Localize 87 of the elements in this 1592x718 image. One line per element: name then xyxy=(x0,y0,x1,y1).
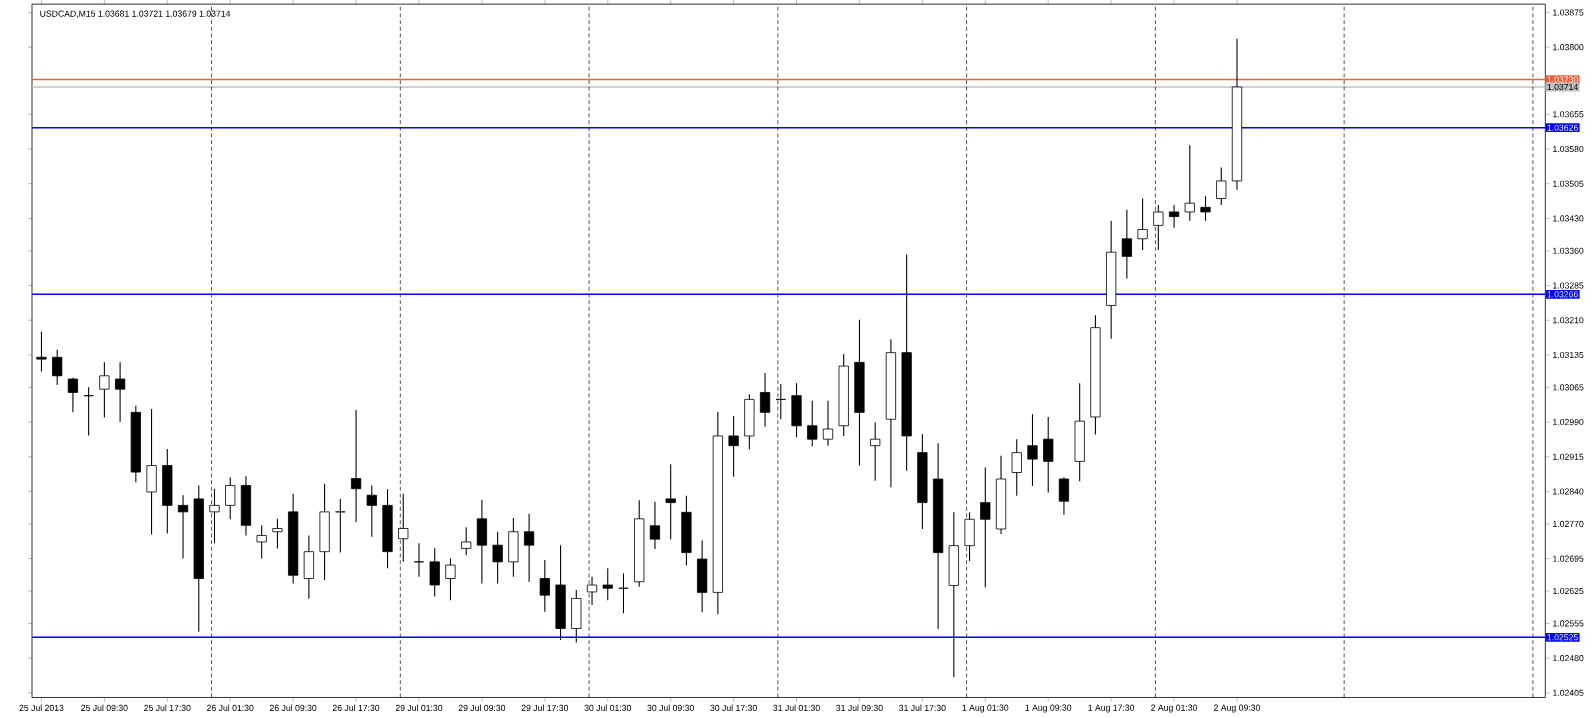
candlestick xyxy=(114,361,126,423)
candlestick xyxy=(350,409,362,523)
x-tick-label: 25 Jul 09:30 xyxy=(81,704,128,711)
candlestick xyxy=(1121,209,1132,280)
candlestick xyxy=(1027,413,1038,487)
candlestick xyxy=(728,415,739,478)
y-tick-label: 1.03430 xyxy=(1553,215,1584,222)
candlestick xyxy=(870,421,881,482)
x-tick-label: 29 Jul 17:30 xyxy=(521,704,569,711)
x-tick-label: 26 Jul 01:30 xyxy=(207,704,254,711)
y-tick-label: 1.03875 xyxy=(1553,9,1584,16)
candlestick xyxy=(1137,197,1148,251)
x-tick-label: 1 Aug 09:30 xyxy=(1025,704,1072,713)
candlestick xyxy=(1184,144,1195,222)
candlestick xyxy=(335,498,346,554)
candlestick xyxy=(36,331,47,373)
y-tick-label: 1.03580 xyxy=(1553,145,1584,152)
candlestick xyxy=(539,559,550,613)
y-tick-label: 1.02990 xyxy=(1553,418,1584,426)
candlestick xyxy=(272,518,283,549)
y-tick-label: 1.03285 xyxy=(1553,282,1584,289)
x-tick-label: 31 Jul 17:30 xyxy=(899,704,946,711)
y-tick-label: 1.03135 xyxy=(1553,351,1584,358)
candlestick xyxy=(83,386,94,436)
candlestick xyxy=(209,488,220,544)
candlestick xyxy=(649,501,661,550)
ref-line-label: 1.03266 xyxy=(1547,291,1578,298)
x-tick-label: 2 Aug 01:30 xyxy=(1151,704,1198,713)
x-tick-label: 26 Jul 09:30 xyxy=(269,704,317,711)
candlestick xyxy=(67,377,79,413)
candlestick xyxy=(429,547,440,598)
candlestick xyxy=(1168,204,1180,229)
y-tick-label: 1.03360 xyxy=(1553,247,1584,254)
y-tick-label: 1.03210 xyxy=(1553,317,1584,324)
candlestick xyxy=(52,349,63,386)
candlestick xyxy=(413,542,425,578)
x-tick-label: 30 Jul 17:30 xyxy=(710,704,757,711)
candlestick xyxy=(618,572,629,614)
x-tick-label: 25 Jul 17:30 xyxy=(144,704,191,711)
candlestick xyxy=(602,567,613,601)
candlestick xyxy=(822,400,834,447)
y-tick-label: 1.02770 xyxy=(1553,520,1584,527)
candlestick xyxy=(1200,195,1211,222)
x-tick-label: 29 Jul 09:30 xyxy=(458,704,506,711)
text: USDCAD,M15 1.03681 1.03721 1.03679 1.03714 xyxy=(40,10,231,18)
y-tick-label: 1.02840 xyxy=(1553,488,1584,495)
candlestick xyxy=(366,484,377,538)
ref-line-label: 1.03730 xyxy=(1547,76,1578,83)
x-tick-label: 25 Jul 2013 xyxy=(19,704,64,711)
x-tick-label: 26 Jul 17:30 xyxy=(332,704,380,711)
x-tick-label: 2 Aug 09:30 xyxy=(1214,704,1260,713)
candlestick xyxy=(523,513,535,583)
y-tick-label: 1.02695 xyxy=(1553,555,1584,562)
candlestick xyxy=(445,558,456,601)
candlestick xyxy=(759,372,771,428)
ref-line-label: 1.03714 xyxy=(1547,83,1578,90)
candlestick xyxy=(1216,166,1227,206)
ref-line-label: 1.02525 xyxy=(1547,634,1578,641)
x-tick-label: 1 Aug 17:30 xyxy=(1088,704,1135,713)
y-tick-label: 1.02555 xyxy=(1553,620,1584,627)
y-tick-label: 1.02915 xyxy=(1553,453,1584,460)
candlestick xyxy=(256,524,267,560)
y-tick-label: 1.02405 xyxy=(1553,689,1584,696)
candlestick xyxy=(665,463,676,540)
y-tick-label: 1.02480 xyxy=(1553,654,1584,662)
candlestick xyxy=(1043,416,1054,493)
y-tick-label: 1.03800 xyxy=(1553,44,1584,51)
ref-line-label: 1.03626 xyxy=(1547,124,1578,131)
candlestick xyxy=(807,400,818,448)
candlestick xyxy=(225,476,236,520)
y-tick-label: 1.03065 xyxy=(1553,384,1584,391)
y-tick-label: 1.03655 xyxy=(1553,111,1584,118)
x-tick-label: 31 Jul 09:30 xyxy=(836,704,883,711)
candlestick xyxy=(980,466,991,588)
candlestick xyxy=(1058,476,1070,516)
candlestick xyxy=(1011,438,1022,497)
candlestick xyxy=(99,361,110,418)
x-tick-label: 29 Jul 01:30 xyxy=(395,704,443,711)
x-tick-label: 30 Jul 01:30 xyxy=(584,704,632,711)
candlestick xyxy=(492,531,503,585)
x-tick-label: 30 Jul 09:30 xyxy=(647,704,694,711)
y-tick-label: 1.03505 xyxy=(1553,180,1584,187)
x-tick-label: 31 Jul 01:30 xyxy=(773,704,820,711)
candlestick xyxy=(177,494,189,560)
x-tick-label: 1 Aug 01:30 xyxy=(962,704,1009,713)
candlestick xyxy=(461,526,472,556)
y-tick-label: 1.02625 xyxy=(1553,587,1584,595)
